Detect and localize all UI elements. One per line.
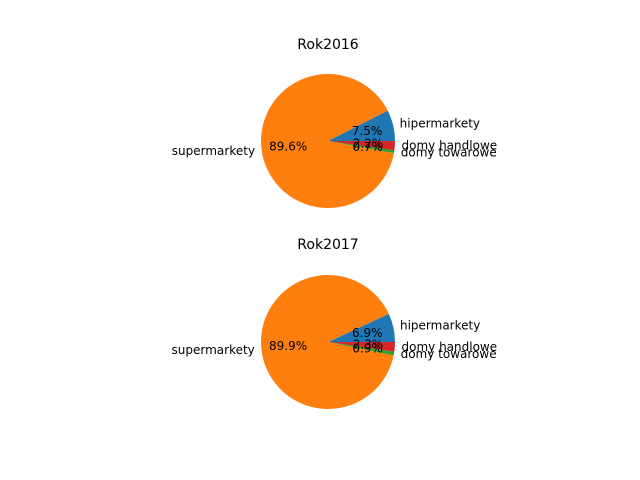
pie-slice-supermarkety	[261, 73, 394, 208]
slice-pct-supermarkety: 89.6%	[269, 139, 307, 153]
chart-title: Rok2017	[297, 237, 358, 253]
slice-pct-supermarkety: 89.9%	[269, 339, 307, 353]
pie-slice-domy-towarowe	[328, 342, 395, 356]
pie-labels: hipermarkety 6.9% supermarkety 89.9% domy to…	[172, 319, 498, 362]
pie-chart-2017: Rok2017 hipermarkety 6.9% supermarkety 89.9…	[172, 237, 498, 409]
slice-pct-domy-handlowe: 2.3%	[353, 337, 384, 351]
slice-label-hipermarkety: hipermarkety	[400, 319, 480, 333]
slice-label-hipermarkety: hipermarkety	[400, 116, 480, 130]
pie-slice-supermarkety	[260, 274, 394, 409]
pie-slice-domy-handlowe	[328, 342, 395, 352]
slice-label-domy-towarowe: domy towarowe	[401, 347, 497, 361]
slice-label-domy-handlowe: domy handlowe	[402, 139, 498, 153]
slice-pct-hipermarkety: 6.9%	[352, 326, 383, 340]
pie-slices	[261, 73, 395, 208]
slice-pct-domy-towarowe: 0.9%	[352, 341, 383, 355]
slice-label-domy-towarowe: domy towarowe	[401, 145, 497, 159]
slice-pct-domy-handlowe: 2.2%	[353, 136, 384, 150]
pie-slice-hipermarkety	[328, 110, 395, 141]
pie-slices	[260, 274, 395, 409]
pie-slice-domy-handlowe	[328, 141, 395, 151]
slice-label-supermarkety: supermarkety	[172, 343, 255, 357]
slice-pct-domy-towarowe: 0.7%	[352, 140, 383, 154]
pie-labels: hipermarkety 7.5% supermarkety 89.6% domy to…	[172, 116, 497, 159]
pie-chart-2016: Rok2016 hipermarkety 7.5% supermarkety 89.6…	[172, 37, 497, 208]
pie-slice-domy-towarowe	[328, 141, 395, 154]
chart-title: Rok2016	[297, 37, 358, 53]
slice-label-supermarkety: supermarkety	[172, 144, 255, 158]
pie-slice-hipermarkety	[328, 313, 395, 342]
slice-pct-hipermarkety: 7.5%	[352, 124, 383, 138]
slice-label-domy-handlowe: domy handlowe	[402, 340, 498, 354]
